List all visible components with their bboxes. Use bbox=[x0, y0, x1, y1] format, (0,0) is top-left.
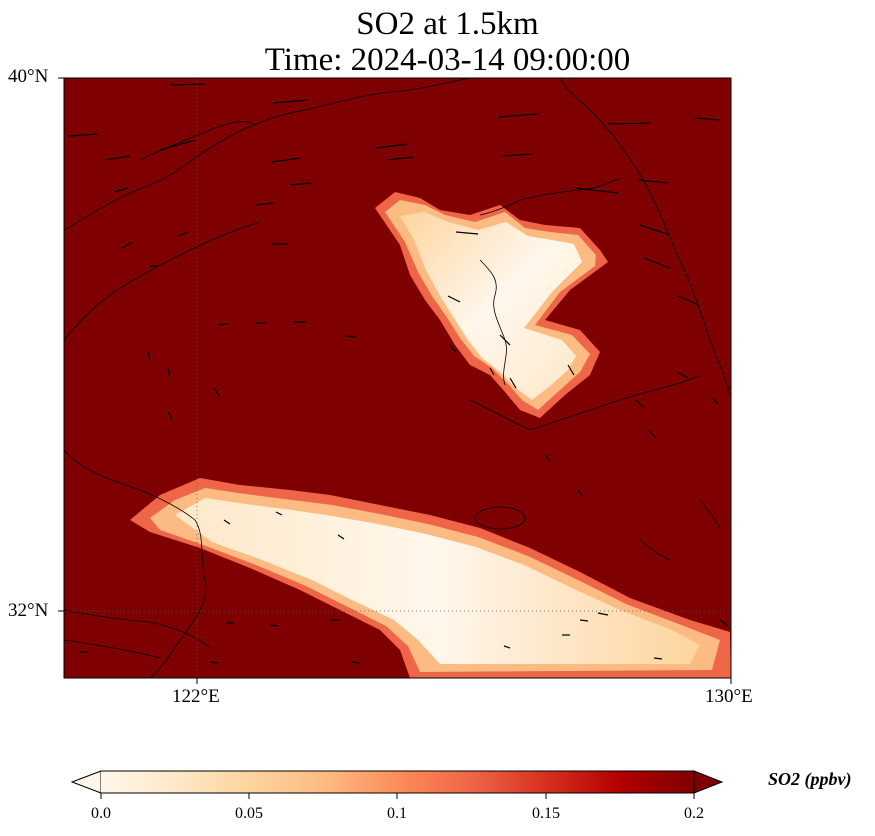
so2-plume-south bbox=[130, 478, 731, 678]
colorbar-extend-max bbox=[693, 770, 724, 794]
lat-tick-label: 40°N bbox=[8, 66, 49, 87]
colorbar-tick-label: 0.0 bbox=[91, 805, 111, 822]
colorbar-tick-label: 0.2 bbox=[684, 805, 704, 822]
colorbar-gradient bbox=[101, 771, 694, 793]
gridlines bbox=[64, 78, 731, 678]
colorbar-tick-label: 0.15 bbox=[532, 805, 560, 822]
coastlines bbox=[64, 78, 731, 678]
colorbar-tick-label: 0.1 bbox=[387, 805, 407, 822]
lat-tick-label: 32°N bbox=[8, 600, 49, 621]
axis-tick-marks bbox=[58, 77, 732, 684]
colorbar-label: SO2 (ppbv) bbox=[768, 769, 852, 789]
colorbar-tick-label: 0.05 bbox=[235, 805, 263, 822]
map-frame bbox=[63, 77, 732, 679]
colorbar-extend-min bbox=[70, 770, 102, 794]
lon-tick-label: 130°E bbox=[705, 686, 753, 707]
map-title-line2: Time: 2024-03-14 09:00:00 bbox=[264, 42, 631, 78]
map-title-line1: SO2 at 1.5km bbox=[356, 6, 539, 42]
wind-vectors bbox=[67, 83, 729, 664]
lon-tick-label: 122°E bbox=[172, 686, 220, 707]
colorbar-ticks bbox=[100, 793, 695, 799]
so2-plume-korea bbox=[375, 192, 608, 418]
